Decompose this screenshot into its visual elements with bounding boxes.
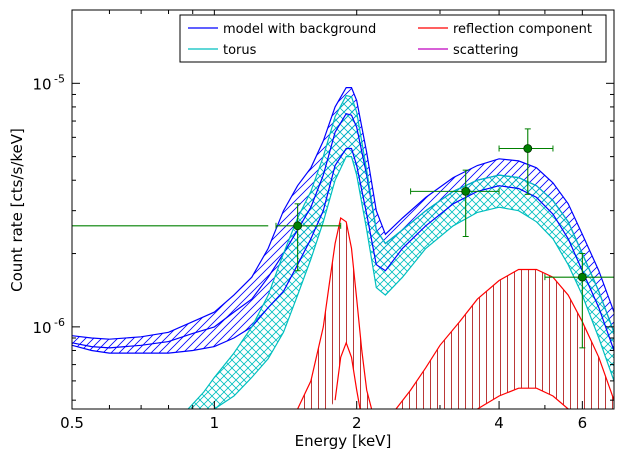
data-marker bbox=[577, 272, 587, 282]
y-tick-exponent: -6 bbox=[54, 316, 65, 329]
y-tick-exponent: -5 bbox=[54, 72, 65, 85]
y-tick-label: 10 bbox=[32, 75, 51, 93]
legend-label-reflection: reflection component bbox=[453, 22, 592, 37]
x-axis-label: Energy [keV] bbox=[295, 432, 392, 450]
x-axis-ticks: 0.5 1 2 4 6 bbox=[60, 10, 615, 432]
y-axis-label: Count rate [cts/s/keV] bbox=[8, 128, 26, 292]
series-lines bbox=[72, 87, 614, 409]
line-torus-lower bbox=[214, 156, 614, 409]
line-torus-upper bbox=[187, 94, 614, 409]
band-reflection-component bbox=[297, 218, 614, 409]
x-tick-label: 6 bbox=[578, 414, 588, 432]
data-point bbox=[410, 169, 500, 237]
legend-label-torus: torus bbox=[223, 43, 257, 58]
legend: model with background reflection compone… bbox=[179, 14, 607, 63]
legend-label-model: model with background bbox=[223, 22, 376, 37]
x-tick-label: 0.5 bbox=[60, 414, 84, 432]
legend-label-scattering: scattering bbox=[453, 43, 519, 58]
x-tick-label: 2 bbox=[352, 414, 362, 432]
data-point bbox=[275, 203, 342, 272]
line-reflection-component-upper bbox=[297, 216, 614, 409]
data-marker bbox=[461, 186, 471, 196]
x-tick-label: 1 bbox=[210, 414, 220, 432]
y-tick-label: 10 bbox=[32, 319, 51, 337]
data-marker bbox=[293, 221, 303, 231]
x-tick-label: 4 bbox=[494, 414, 504, 432]
band-torus bbox=[188, 95, 614, 409]
series-fills bbox=[72, 87, 614, 409]
legend-box bbox=[179, 14, 607, 63]
plot-frame bbox=[71, 9, 615, 410]
data-point bbox=[498, 128, 554, 195]
line-model-with-background-upper bbox=[72, 87, 614, 340]
data-marker bbox=[523, 144, 533, 153]
y-axis-ticks: 10-610-5 bbox=[32, 9, 614, 401]
line-reflection-component-lower bbox=[334, 341, 569, 409]
